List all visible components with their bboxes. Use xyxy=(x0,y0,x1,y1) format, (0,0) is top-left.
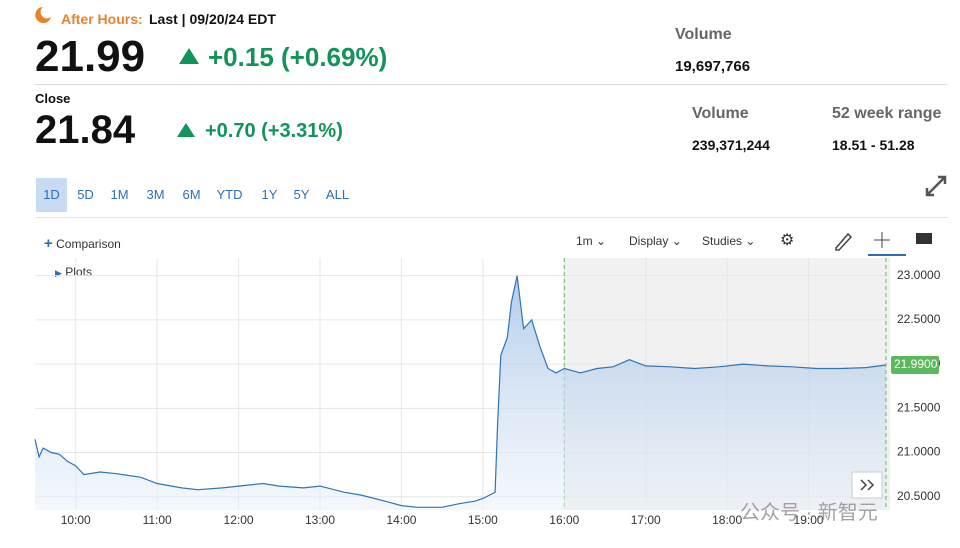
expand-icon[interactable] xyxy=(924,174,948,198)
volume: 239,371,244 xyxy=(692,137,770,153)
area xyxy=(35,275,886,510)
x-tick-label: 19:00 xyxy=(794,513,824,527)
price-label: 21.9900 xyxy=(894,357,938,371)
x-tick-label: 16:00 xyxy=(549,513,579,527)
y-tick-label: 22.5000 xyxy=(897,312,941,326)
watermark: 公众号 · 新智元 xyxy=(740,502,878,524)
range: 18.51 - 51.28 xyxy=(832,137,915,153)
x-tick-label: 15:00 xyxy=(468,513,498,527)
y-tick-label: 23.0000 xyxy=(897,268,941,282)
x-tick-label: 18:00 xyxy=(712,513,742,527)
settings-button[interactable]: ⚙ xyxy=(780,232,795,249)
line xyxy=(34,275,886,508)
close-price: 21.84 xyxy=(35,108,136,152)
x-tick-label: 12:00 xyxy=(224,513,254,527)
y-tick-label: 21.0000 xyxy=(897,445,941,459)
divider xyxy=(35,84,948,85)
up-arrow xyxy=(177,123,195,137)
divider xyxy=(35,217,948,218)
x-tick-label: 13:00 xyxy=(305,513,335,527)
moon-icon xyxy=(35,7,51,23)
after-hours-label: After Hours: xyxy=(61,11,143,27)
range-button[interactable]: 1M xyxy=(110,187,129,202)
range-button[interactable]: 1Y xyxy=(261,187,278,202)
range-label: 52 week range xyxy=(832,105,942,122)
interval-button[interactable]: 1m ⌄ xyxy=(576,234,607,248)
close-change: +0.70 (+3.31%) xyxy=(205,120,343,142)
display-button[interactable]: Display ⌄ xyxy=(629,234,682,248)
x-tick-label: 11:00 xyxy=(143,513,172,527)
range-button[interactable]: 3M xyxy=(146,187,165,202)
range-button[interactable]: 1D xyxy=(36,178,67,212)
after-volume: 19,697,766 xyxy=(675,58,751,75)
comparison-button[interactable]: + Comparison xyxy=(44,235,121,252)
after-volume-label: Volume xyxy=(675,26,732,43)
close-label: Close xyxy=(35,91,71,106)
draw-tools[interactable] xyxy=(832,228,942,258)
price-label-box xyxy=(891,355,939,374)
x-tick-label: 10:00 xyxy=(61,513,91,527)
studies-button[interactable]: Studies ⌄ xyxy=(702,234,756,248)
y-tick-label: 20.5000 xyxy=(897,489,941,503)
after-price: 21.99 xyxy=(35,32,146,81)
after-change: +0.15 (+0.69%) xyxy=(208,42,388,72)
volume-label: Volume xyxy=(692,105,749,122)
range-button[interactable]: YTD xyxy=(216,187,243,202)
scroll-icon xyxy=(860,479,875,491)
x-tick-label: 17:00 xyxy=(631,513,661,527)
up-arrow xyxy=(179,48,199,64)
range-button[interactable]: 5D xyxy=(77,187,94,202)
range-button[interactable]: 6M xyxy=(182,187,201,202)
last-label: Last | 09/20/24 EDT xyxy=(149,11,276,27)
y-tick-label: 21.5000 xyxy=(897,400,941,414)
x-tick-label: 14:00 xyxy=(386,513,416,527)
range-button[interactable]: 5Y xyxy=(293,187,310,202)
range-button[interactable]: ALL xyxy=(325,187,350,202)
